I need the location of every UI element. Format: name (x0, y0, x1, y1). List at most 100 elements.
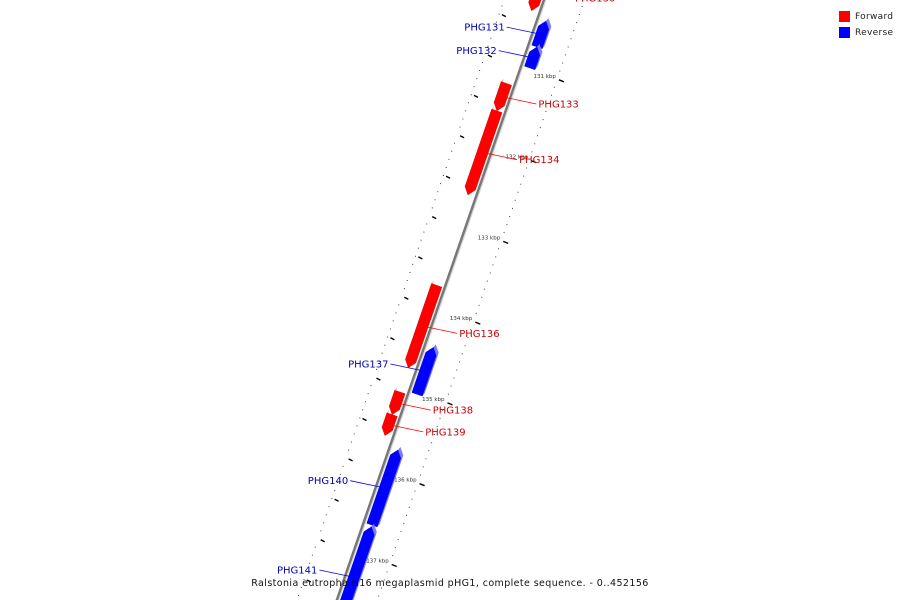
minor-tick (389, 328, 391, 330)
minor-tick (493, 29, 495, 31)
minor-tick (542, 119, 544, 121)
gene-arrow[interactable] (381, 412, 398, 436)
minor-tick (339, 473, 341, 475)
minor-tick (573, 30, 575, 32)
minor-tick (442, 409, 444, 411)
gene-arrow-shade (422, 344, 439, 397)
minor-tick (442, 175, 444, 176)
gene-features (332, 0, 552, 600)
minor-tick (525, 167, 527, 169)
minor-tick (470, 329, 472, 331)
minor-tick (537, 135, 538, 137)
minor-tick (378, 360, 380, 362)
minor-tick (451, 150, 453, 152)
minor-tick (495, 256, 497, 258)
major-tick-right (348, 458, 353, 462)
minor-tick (440, 183, 442, 185)
minor-tick (578, 14, 580, 15)
backbone-line (335, 0, 546, 600)
minor-tick (383, 579, 385, 581)
major-tick-right (376, 377, 381, 381)
major-tick-right (487, 54, 493, 58)
minor-tick (356, 425, 358, 427)
minor-tick (323, 522, 325, 524)
minor-tick (520, 183, 522, 185)
gene-arrow[interactable] (411, 347, 437, 397)
minor-tick (473, 86, 475, 88)
minor-tick (400, 531, 402, 532)
minor-tick (422, 466, 424, 468)
minor-tick (489, 272, 491, 274)
minor-tick (328, 506, 330, 508)
minor-tick (420, 239, 422, 241)
minor-tick (334, 490, 336, 492)
minor-tick (353, 433, 355, 435)
label-leader (479, 151, 518, 161)
minor-tick (386, 571, 388, 573)
minor-tick (447, 393, 449, 395)
minor-tick (423, 231, 425, 233)
gene-arrow[interactable] (524, 46, 541, 70)
minor-tick (414, 490, 416, 492)
minor-tick (534, 143, 536, 145)
minor-tick (509, 216, 511, 217)
minor-tick (398, 304, 400, 306)
gene-label: PHG137 (348, 360, 388, 371)
major-tick (530, 159, 537, 164)
minor-tick (570, 38, 572, 40)
minor-tick (420, 474, 421, 476)
gene-arrow[interactable] (405, 283, 443, 369)
minor-tick (481, 296, 483, 298)
minor-tick (359, 417, 361, 419)
major-tick (475, 321, 481, 325)
minor-tick (342, 465, 344, 467)
major-tick-right (501, 13, 507, 18)
minor-tick (395, 312, 397, 314)
minor-tick (331, 498, 333, 500)
tick-label: 137 kbp (366, 559, 389, 565)
minor-tick (476, 78, 478, 80)
minor-tick (439, 417, 441, 419)
minor-tick (531, 151, 533, 153)
gene-label: PHG140 (308, 476, 348, 487)
minor-tick (495, 21, 497, 23)
major-tick (447, 402, 453, 406)
minor-tick (484, 288, 486, 290)
minor-tick (348, 449, 350, 451)
tick-label: 131 kbp (533, 74, 556, 80)
minor-tick (486, 280, 488, 282)
gene-arrow[interactable] (388, 389, 406, 415)
minor-tick (512, 207, 513, 209)
gene-label: PHG130 (575, 0, 615, 4)
gene-arrow[interactable] (366, 449, 402, 528)
major-tick-right (459, 135, 465, 139)
scale-ticks: 131 kbp 132 kbp 133 kbp 134 kbp 135 kbp 136 k… (298, 5, 583, 597)
major-tick-right (417, 256, 423, 260)
sequence-caption: Ralstonia eutropha H16 megaplasmid pHG1,… (251, 578, 649, 589)
minor-tick (397, 539, 399, 541)
gene-label: PHG134 (519, 155, 559, 166)
major-tick-right (306, 579, 312, 583)
gene-arrow[interactable] (493, 81, 512, 112)
plasmid-backbone (335, 0, 547, 600)
minor-tick (403, 522, 405, 524)
label-leader (419, 325, 458, 334)
major-tick (558, 79, 565, 83)
minor-tick (553, 86, 555, 88)
minor-tick (408, 506, 410, 508)
minor-tick (445, 167, 447, 168)
label-leader (390, 363, 429, 373)
minor-tick (426, 223, 428, 225)
minor-tick (498, 248, 499, 250)
major-tick-right (445, 175, 451, 179)
gene-arrow[interactable] (464, 108, 503, 196)
minor-tick (545, 111, 547, 112)
minor-tick (562, 62, 564, 64)
minor-tick (459, 126, 461, 128)
minor-tick (306, 570, 308, 572)
minor-tick (311, 554, 313, 556)
gene-arrow[interactable] (332, 526, 375, 600)
minor-tick (501, 5, 503, 7)
gene-arrow[interactable] (528, 0, 551, 12)
gene-label: PHG131 (464, 23, 504, 34)
